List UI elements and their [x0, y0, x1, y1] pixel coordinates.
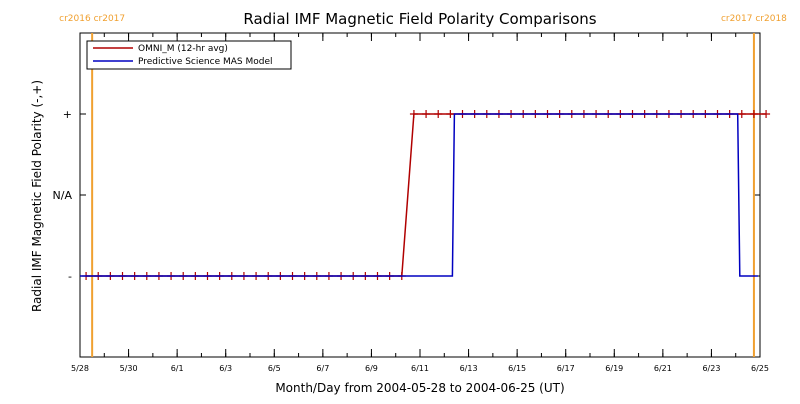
legend: OMNI_M (12-hr avg) Predictive Science MA…: [86, 40, 292, 70]
x-tick-label: 6/23: [702, 364, 720, 373]
y-tick-label: N/A: [53, 189, 73, 202]
x-tick-label: 6/7: [316, 364, 329, 373]
x-tick-label: 6/21: [654, 364, 672, 373]
y-tick-label: -: [68, 270, 72, 283]
chart-title: Radial IMF Magnetic Field Polarity Compa…: [243, 10, 596, 28]
x-axis-label: Month/Day from 2004-05-28 to 2004-06-25 …: [275, 381, 564, 395]
x-tick-label: 6/13: [460, 364, 478, 373]
carrington-marker-label: cr2016 cr2017: [59, 14, 125, 24]
data-point: [422, 110, 431, 118]
carrington-marker-label: cr2017 cr2018: [721, 14, 787, 24]
data-point: [749, 110, 758, 118]
x-tick-label: 6/9: [365, 364, 378, 373]
legend-box: [86, 40, 292, 70]
data-point: [409, 110, 418, 118]
x-tick-label: 6/15: [508, 364, 526, 373]
x-tick-label: 6/25: [751, 364, 769, 373]
series-line-0: [86, 113, 767, 277]
x-tick-label: 6/19: [605, 364, 623, 373]
data-point: [737, 110, 746, 118]
plot-area-frame: [79, 32, 761, 358]
x-tick-label: 6/3: [219, 364, 232, 373]
legend-label-omni: OMNI_M (12-hr avg): [138, 44, 228, 54]
data-point: [446, 110, 455, 118]
x-tick-label: 6/1: [171, 364, 184, 373]
x-tick-label: 6/5: [268, 364, 281, 373]
legend-label-mas: Predictive Science MAS Model: [138, 57, 273, 67]
x-tick-label: 6/17: [557, 364, 575, 373]
y-tick-label: +: [63, 108, 72, 121]
x-tick-label: 5/28: [71, 364, 89, 373]
y-axis-label: Radial IMF Magnetic Field Polarity (-,+): [30, 80, 44, 312]
series-line-1: [80, 113, 758, 277]
x-tick-label: 6/11: [411, 364, 429, 373]
data-point: [762, 110, 771, 118]
data-point: [434, 110, 443, 118]
x-tick-label: 5/30: [120, 364, 138, 373]
